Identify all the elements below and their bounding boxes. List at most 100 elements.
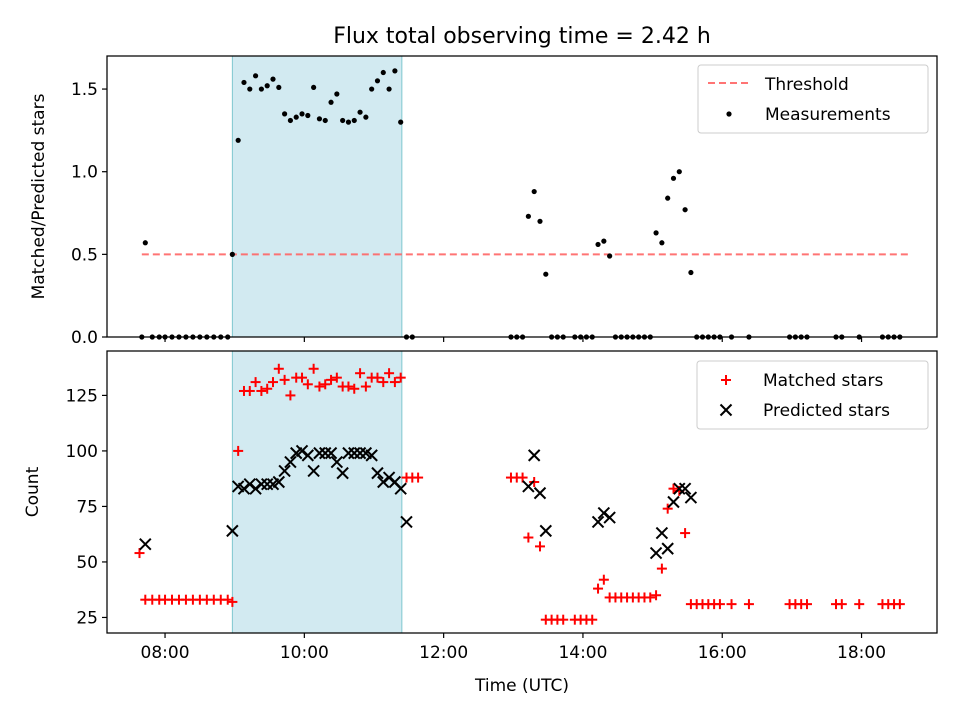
matched-star-point [894, 599, 905, 610]
matched-star-point [395, 372, 406, 383]
matched-legend-label: Matched stars [763, 371, 883, 391]
predicted-star-point [307, 464, 320, 478]
x-tick-label: 16:00 [698, 643, 747, 663]
y-tick-label: 100 [66, 442, 98, 462]
measurement-point [293, 114, 299, 120]
matched-star-point [268, 377, 278, 388]
matched-legend-marker [721, 375, 731, 385]
predicted-star-point [684, 491, 698, 504]
measurement-point [305, 112, 311, 119]
matched-star-point [651, 590, 662, 601]
predicted-star-point [336, 466, 349, 480]
ratio-legend-box [697, 64, 929, 134]
matched-star-point [656, 563, 667, 574]
predicted-star-point [255, 478, 268, 491]
matched-star-point [668, 483, 679, 494]
measurement-point [299, 111, 305, 117]
predicted-star-point [313, 446, 326, 460]
measurement-point [276, 84, 282, 91]
matched-star-point [273, 363, 284, 374]
matched-star-point [378, 377, 389, 388]
matched-star-point [256, 385, 267, 396]
ratio-y-axis-label: Matched/Predicted stars [29, 93, 49, 299]
measurement-point [351, 117, 357, 124]
predicted-legend-marker [719, 403, 733, 417]
predicted-star-point [278, 464, 291, 478]
predicted-star-point [226, 524, 239, 538]
matched-star-point [726, 599, 737, 610]
matched-star-point [314, 381, 325, 392]
measurement-point [676, 169, 682, 175]
matched-star-point [517, 472, 528, 483]
predicted-star-point [301, 449, 315, 462]
y-tick-label: 1.0 [71, 163, 98, 183]
measurement-point [543, 271, 549, 277]
matched-star-point [320, 379, 331, 390]
predicted-star-point [400, 515, 413, 529]
predicted-star-point [284, 455, 297, 469]
ratio-legend: Threshold Measurements [697, 64, 929, 134]
matched-star-point [360, 381, 371, 392]
measurement-point [334, 91, 340, 97]
y-tick-label: 25 [76, 608, 98, 628]
predicted-star-point [139, 537, 152, 551]
measurement-point [316, 116, 323, 122]
predicted-legend-label: Predicted stars [763, 401, 890, 421]
count-panel: 25 50 75 100 125 08:00 10:00 12:00 14:00 16:00 18:… [23, 350, 938, 696]
matched-star-point [714, 599, 725, 610]
count-legend-box [696, 360, 929, 430]
measurement-point [270, 76, 276, 82]
measurement-point [537, 218, 543, 224]
matched-star-point [534, 541, 545, 552]
y-tick-label: 0.0 [71, 328, 98, 348]
predicted-star-point [371, 466, 384, 480]
predicted-star-point [319, 446, 332, 460]
matched-star-point [227, 596, 238, 607]
chart-title: Flux total observing time = 2.42 h [333, 24, 711, 49]
y-tick-label: 0.5 [71, 245, 98, 265]
measurement-point [601, 238, 607, 244]
matched-star-point [593, 583, 604, 594]
measurement-point [229, 251, 235, 257]
measurement-point [287, 117, 294, 124]
measurement-point [311, 84, 317, 91]
y-tick-label: 1.5 [71, 80, 98, 100]
measurement-point [688, 269, 694, 276]
matched-star-point [743, 599, 754, 610]
y-tick-label: 50 [76, 553, 98, 573]
predicted-star-point [667, 495, 680, 509]
matched-star-point [285, 390, 296, 401]
predicted-star-point [330, 455, 344, 469]
matched-star-point [836, 599, 847, 610]
measurement-point [380, 69, 386, 76]
observing-window-shade [231, 55, 403, 338]
measurement-point [258, 86, 264, 92]
measurement-point [322, 117, 328, 124]
predicted-star-point [342, 446, 355, 460]
measurement-point [607, 253, 613, 259]
matched-star-point [297, 372, 308, 383]
threshold-legend-label: Threshold [764, 75, 849, 95]
matched-star-point [134, 548, 145, 559]
measurement-point [531, 188, 537, 195]
count-legend: Matched stars Predicted stars [696, 360, 929, 430]
matched-star-point [558, 614, 569, 625]
predicted-star-point [260, 478, 274, 491]
observing-window-shade [231, 350, 403, 634]
y-tick-label: 75 [76, 497, 98, 517]
predicted-star-point [533, 486, 547, 500]
ratio-panel: 0.0 0.5 1.0 1.5 Matched/Predicted stars Thr… [29, 55, 938, 348]
measurement-point [595, 241, 601, 248]
x-tick-label: 08:00 [141, 643, 190, 663]
matched-star-point [389, 377, 400, 388]
count-marks [134, 363, 905, 625]
matched-star-point [331, 372, 342, 383]
count-y-axis-label: Count [23, 466, 43, 517]
measurement-point [682, 207, 688, 213]
count-panel-frame [106, 350, 938, 634]
measurements-legend-label: Measurements [765, 105, 891, 125]
matched-star-point [645, 592, 656, 603]
predicted-star-point [603, 511, 616, 524]
matched-star-point [854, 599, 865, 610]
measurement-point [386, 86, 392, 92]
